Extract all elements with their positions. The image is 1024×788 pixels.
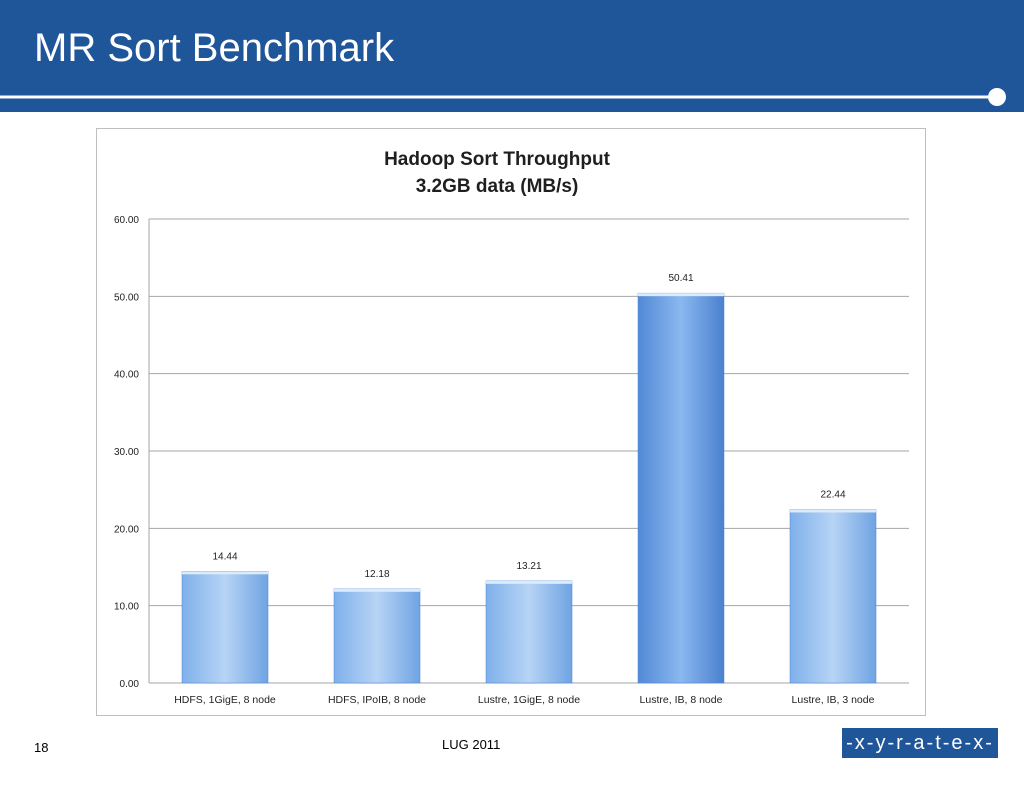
y-tick-label: 0.00 — [120, 679, 140, 690]
bar-value-label: 12.18 — [364, 569, 389, 580]
y-tick-label: 10.00 — [114, 602, 139, 613]
chart-bars — [181, 292, 877, 684]
bar — [181, 571, 269, 684]
y-tick-label: 60.00 — [114, 215, 139, 226]
y-tick-label: 50.00 — [114, 292, 139, 303]
x-tick-label: HDFS, 1GigE, 8 node — [174, 694, 276, 706]
xyratex-logo: -x-y-r-a-t-e-x-• — [842, 728, 998, 784]
bar-top-highlight — [790, 509, 876, 513]
bar — [789, 509, 877, 684]
bar — [485, 580, 573, 684]
y-axis-ticks: 0.00 10.00 20.00 30.00 40.00 50.00 60.00 — [114, 215, 139, 690]
bar-value-label: 22.44 — [820, 489, 845, 500]
page-number: 18 — [34, 740, 49, 755]
chart-gridlines — [148, 218, 909, 684]
y-tick-label: 40.00 — [114, 370, 139, 381]
chart-title: Hadoop Sort Throughput — [384, 149, 611, 170]
bar-top-highlight — [638, 293, 724, 297]
bar-value-label: 13.21 — [516, 561, 541, 572]
x-tick-label: Lustre, 1GigE, 8 node — [478, 694, 580, 706]
bar-top-highlight — [334, 588, 420, 592]
bar-top-highlight — [182, 571, 268, 575]
bar-value-label: 14.44 — [212, 551, 237, 562]
slide-title: MR Sort Benchmark — [34, 26, 395, 70]
x-tick-label: Lustre, IB, 8 node — [640, 694, 723, 706]
x-tick-label: HDFS, IPoIB, 8 node — [328, 694, 426, 706]
footer-text: LUG 2011 — [442, 737, 501, 752]
header-divider — [0, 88, 1006, 106]
chart-panel: Hadoop Sort Throughput 3.2GB data (MB/s)… — [96, 128, 926, 716]
data-labels: 14.44 12.18 13.21 50.41 22.44 — [212, 273, 845, 580]
chart-subtitle: 3.2GB data (MB/s) — [416, 176, 579, 197]
bar-chart: Hadoop Sort Throughput 3.2GB data (MB/s)… — [114, 149, 909, 706]
header-divider-dot — [988, 88, 1006, 106]
x-axis-ticks: HDFS, 1GigE, 8 node HDFS, IPoIB, 8 node Lu… — [174, 694, 874, 706]
y-tick-label: 30.00 — [114, 447, 139, 458]
bar — [333, 588, 421, 684]
y-tick-label: 20.00 — [114, 524, 139, 535]
bar-value-label: 50.41 — [668, 273, 693, 284]
bar — [637, 292, 725, 684]
slide-header: MR Sort Benchmark — [0, 0, 1024, 112]
bar-top-highlight — [486, 580, 572, 584]
x-tick-label: Lustre, IB, 3 node — [792, 694, 875, 706]
